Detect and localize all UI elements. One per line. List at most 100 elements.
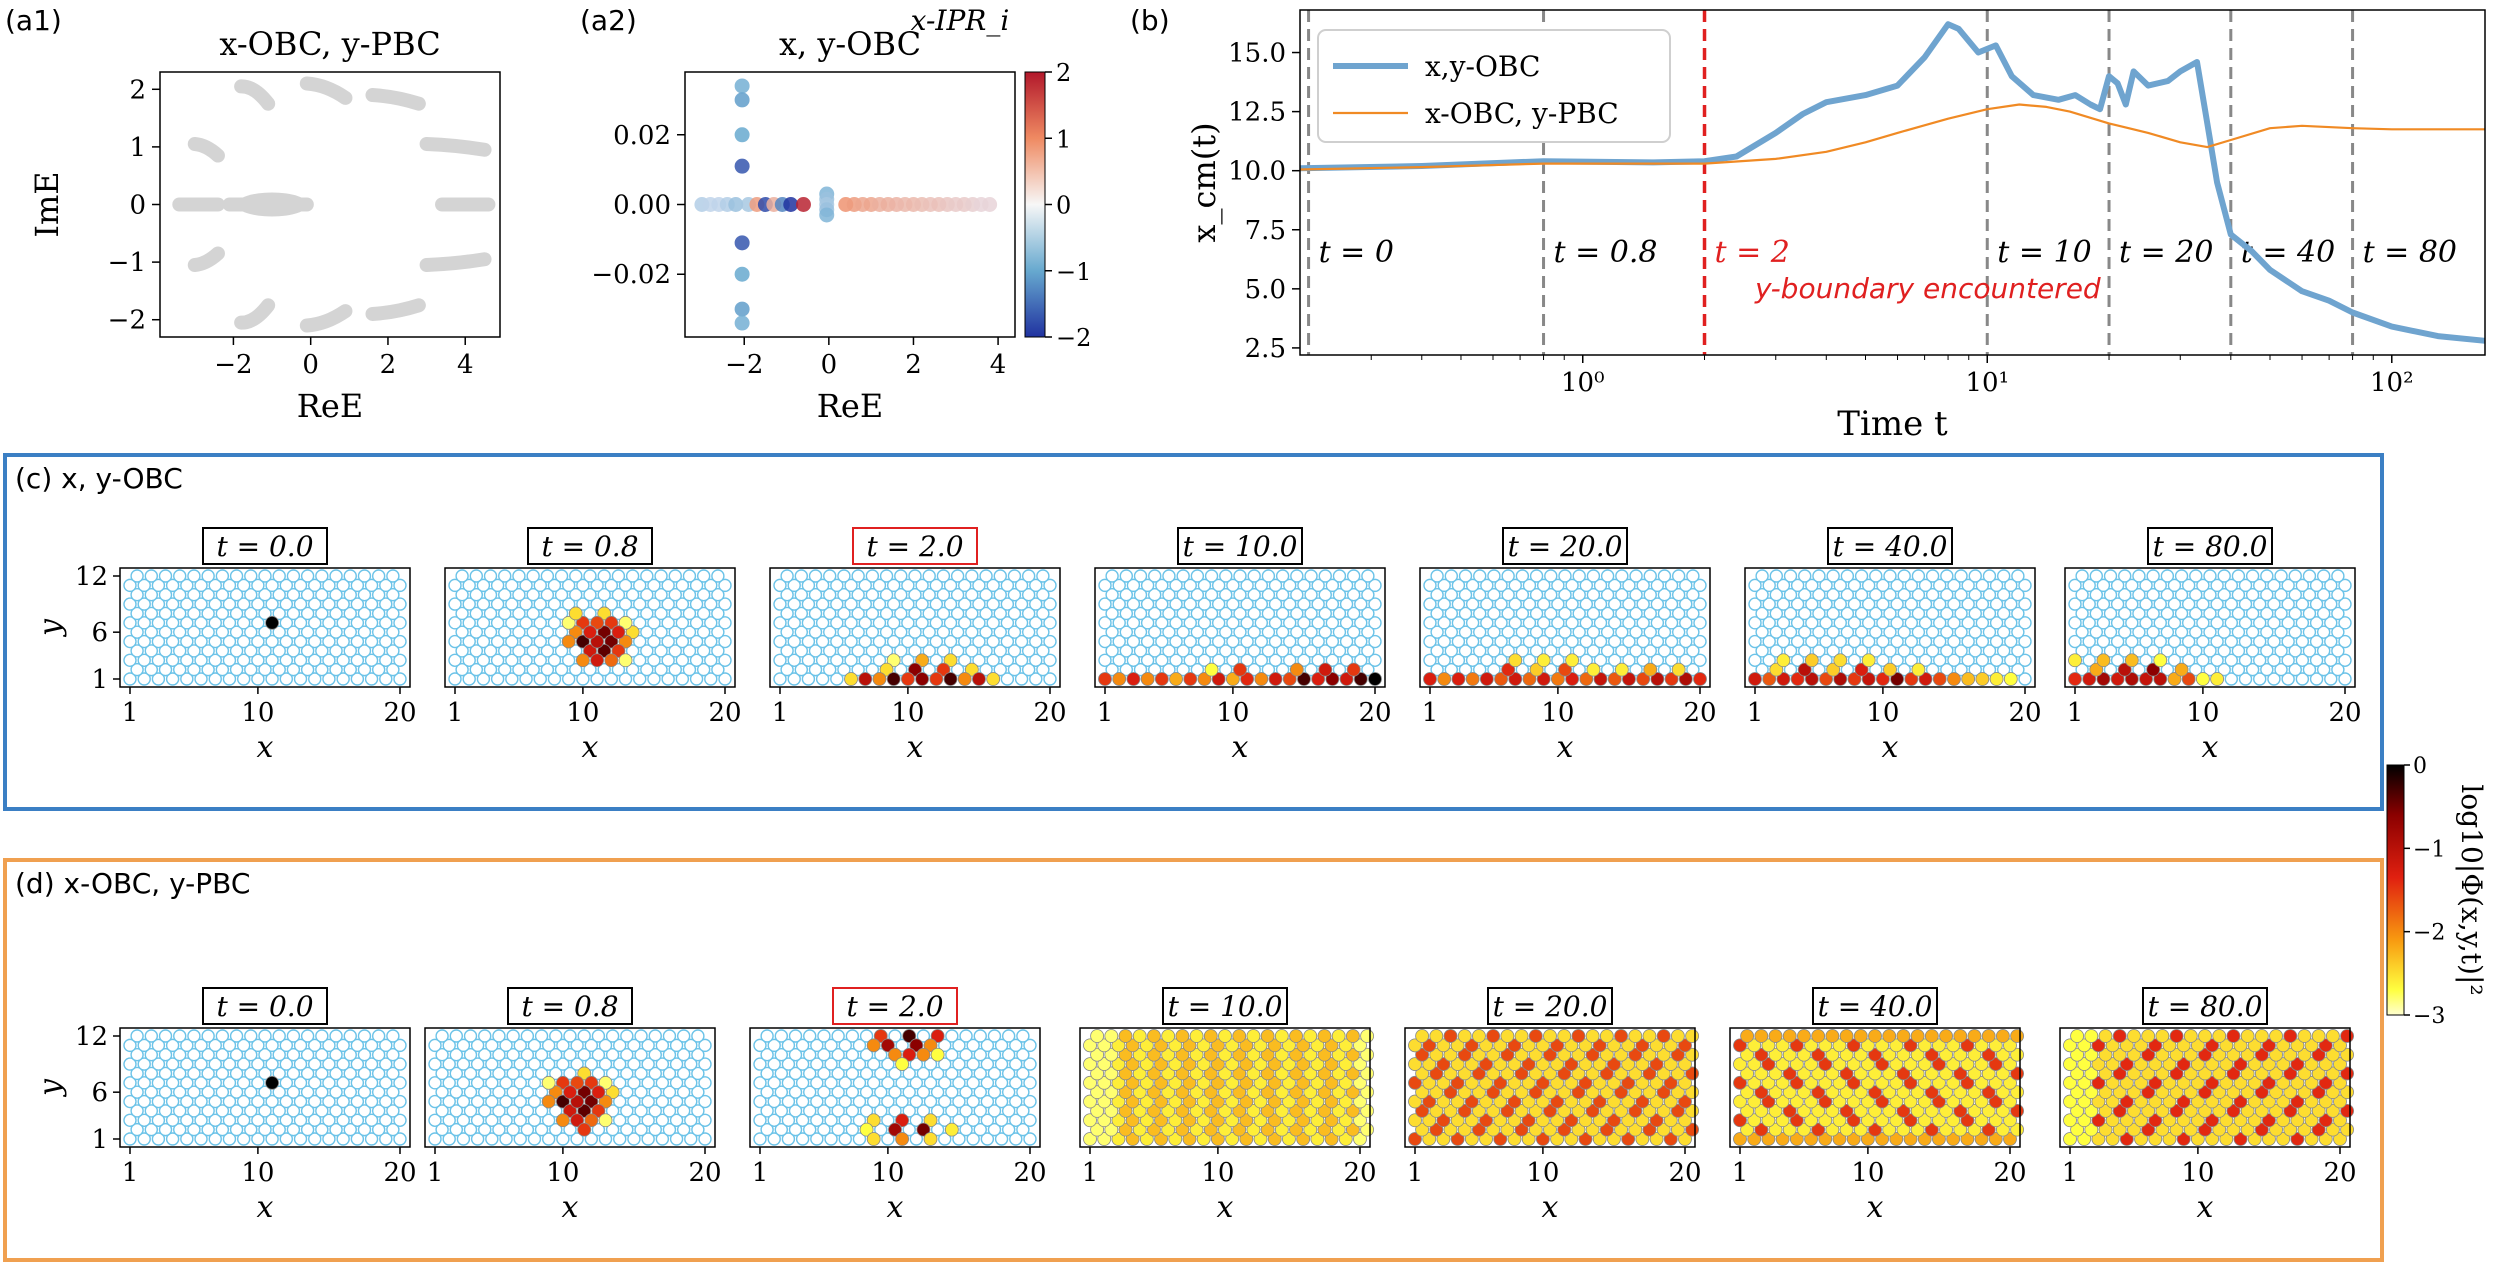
lattice-site bbox=[1007, 588, 1022, 602]
lattice-site bbox=[929, 653, 944, 667]
lattice-site bbox=[158, 625, 173, 639]
lattice-site bbox=[817, 1066, 831, 1081]
lattice-site bbox=[1480, 578, 1494, 593]
lattice-site bbox=[505, 578, 519, 593]
lattice-site bbox=[1155, 597, 1169, 611]
lattice-site bbox=[137, 1076, 151, 1090]
lattice-site bbox=[2316, 644, 2331, 658]
lattice-site bbox=[173, 569, 187, 583]
lattice-site bbox=[561, 672, 576, 686]
lattice-site bbox=[229, 1085, 244, 1099]
lattice-site bbox=[1233, 644, 1247, 658]
lattice-site bbox=[952, 1094, 966, 1109]
lattice-site bbox=[180, 653, 194, 667]
lattice-site bbox=[808, 662, 823, 677]
lattice-site bbox=[2203, 625, 2217, 639]
lattice-site bbox=[1529, 644, 1544, 658]
lattice-site bbox=[1204, 588, 1219, 602]
lattice-site bbox=[1480, 634, 1494, 649]
lattice-site bbox=[901, 616, 915, 630]
lattice-site bbox=[1133, 662, 1148, 677]
lattice-site bbox=[379, 1094, 393, 1109]
lattice-site bbox=[1693, 578, 1707, 593]
lattice-site bbox=[1473, 588, 1487, 602]
lattice-site bbox=[1840, 662, 1855, 677]
lattice-site bbox=[2174, 625, 2189, 639]
lattice-site bbox=[2224, 634, 2239, 649]
lattice-site bbox=[815, 578, 830, 593]
lattice-xlabel: x bbox=[1882, 730, 1899, 765]
occupied-site bbox=[1522, 672, 1537, 686]
lattice-site bbox=[1897, 662, 1911, 677]
lattice-site bbox=[888, 1085, 902, 1099]
lattice-site bbox=[936, 644, 951, 658]
lattice-site bbox=[986, 597, 1000, 611]
lattice-site bbox=[1622, 578, 1636, 593]
lattice-site bbox=[315, 644, 329, 658]
lattice-site bbox=[1183, 597, 1197, 611]
lattice-site bbox=[229, 644, 244, 658]
lattice-site bbox=[1679, 578, 1693, 593]
lattice-site bbox=[258, 1104, 272, 1118]
lattice-site bbox=[865, 588, 880, 602]
lattice-site bbox=[2167, 597, 2182, 611]
lattice-site bbox=[1608, 597, 1622, 611]
lattice-site bbox=[1290, 644, 1304, 658]
lattice-site bbox=[1000, 653, 1015, 667]
occupied-site bbox=[2226, 1029, 2241, 1043]
lattice-site bbox=[1254, 653, 1269, 667]
lattice-site bbox=[1790, 597, 1805, 611]
lattice-site bbox=[1854, 606, 1869, 621]
lattice-site bbox=[165, 597, 180, 611]
lattice-site bbox=[173, 1048, 187, 1062]
occupied-site bbox=[2089, 662, 2104, 677]
lattice-site bbox=[1304, 644, 1318, 658]
lattice-site bbox=[492, 1085, 506, 1099]
lattice-site bbox=[787, 672, 801, 686]
lattice-site bbox=[322, 1132, 336, 1146]
lattice-site bbox=[1551, 653, 1565, 667]
lattice-site bbox=[329, 1104, 343, 1118]
lattice-site bbox=[655, 1113, 670, 1127]
snapshot-time-label: t = 80.0 bbox=[2148, 990, 2263, 1023]
lattice-site bbox=[711, 588, 725, 602]
lattice-site bbox=[2146, 606, 2160, 621]
lattice-site bbox=[1622, 616, 1636, 630]
lattice-site bbox=[1847, 653, 1862, 667]
lattice-site bbox=[1508, 634, 1522, 649]
a2-title: x, y-OBC bbox=[779, 25, 921, 63]
lattice-site bbox=[810, 1113, 824, 1127]
occupied-site bbox=[1500, 1029, 1515, 1043]
lattice-site bbox=[286, 588, 301, 602]
lattice-site bbox=[669, 1113, 684, 1127]
lattice-site bbox=[1148, 569, 1162, 583]
lattice-site bbox=[272, 1029, 286, 1043]
occupied-site bbox=[1472, 1029, 1486, 1043]
lattice-site bbox=[994, 1132, 1009, 1146]
lattice-xlabel: x bbox=[1867, 1190, 1884, 1225]
lattice-site bbox=[1897, 569, 1911, 583]
lattice-site bbox=[187, 588, 201, 602]
lattice-site bbox=[180, 616, 194, 630]
lattice-site bbox=[1522, 616, 1537, 630]
lattice-xtick-label: 1 bbox=[447, 698, 464, 728]
a1-xtick-label: 0 bbox=[302, 350, 319, 380]
lattice-site bbox=[476, 634, 491, 649]
lattice-site bbox=[386, 625, 400, 639]
lattice-site bbox=[1671, 569, 1686, 583]
lattice-site bbox=[251, 1113, 265, 1127]
lattice-site bbox=[1183, 578, 1197, 593]
lattice-site bbox=[1501, 625, 1515, 639]
snapshot-frame bbox=[119, 1027, 411, 1148]
lattice-site bbox=[2011, 569, 2025, 583]
lattice-site bbox=[173, 625, 187, 639]
lattice-site bbox=[137, 1094, 151, 1109]
lattice-site bbox=[371, 1048, 386, 1062]
lattice-site bbox=[350, 578, 365, 593]
lattice-site bbox=[1769, 588, 1784, 602]
lattice-site bbox=[2146, 644, 2160, 658]
